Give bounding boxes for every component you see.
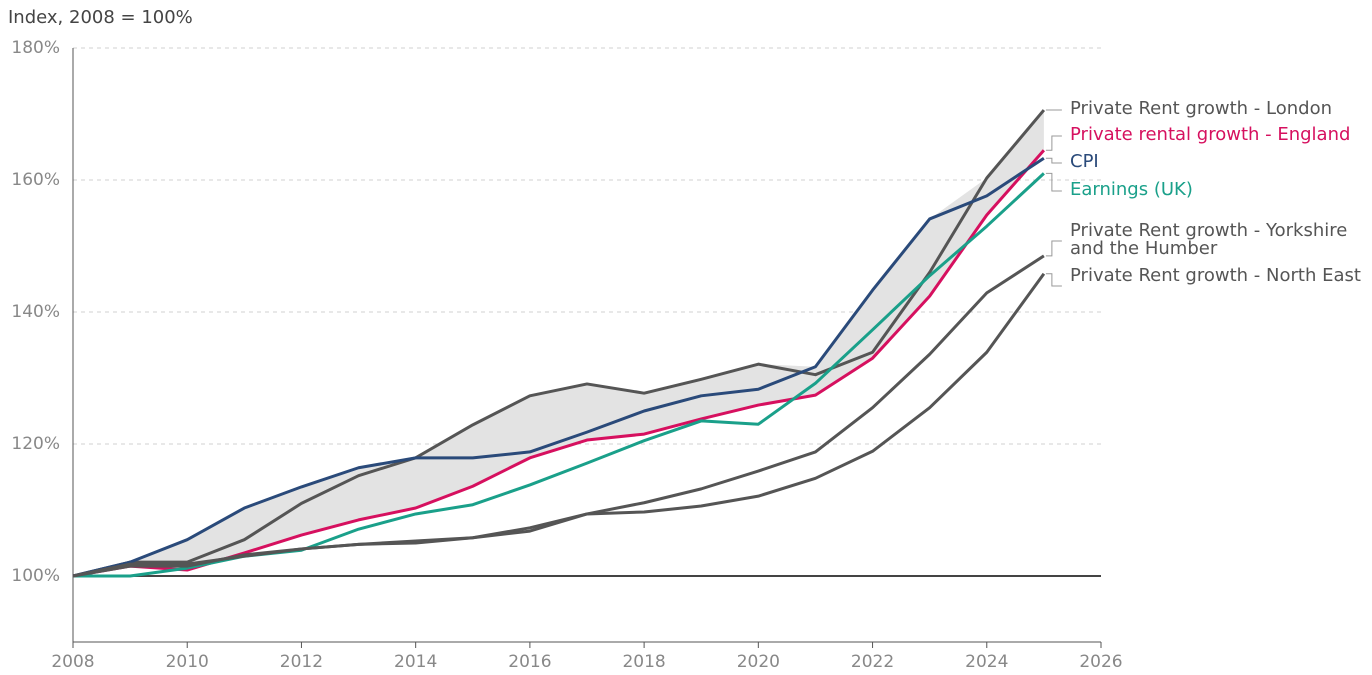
y-tick-label: 120% <box>11 434 60 454</box>
legend-label: CPI <box>1070 151 1099 172</box>
line <box>73 172 1045 578</box>
leader <box>1045 157 1062 164</box>
leader <box>1045 273 1062 287</box>
chart-title: Index, 2008 = 100% <box>8 7 193 28</box>
legend-label: Earnings (UK) <box>1070 179 1193 200</box>
x-tick-label: 2016 <box>508 652 551 672</box>
x-tick-label: 2024 <box>965 652 1008 672</box>
y-tick-label: 100% <box>11 566 60 586</box>
x-tick-label: 2014 <box>394 652 437 672</box>
line <box>72 149 1046 578</box>
x-tick-label: 2010 <box>166 652 209 672</box>
x-tick-label: 2012 <box>280 652 323 672</box>
x-tick-label: 2022 <box>851 652 894 672</box>
line <box>72 109 1046 578</box>
y-tick-label: 180% <box>11 38 60 58</box>
leader <box>1045 135 1062 151</box>
legend-label: Private Rent growth - London <box>1070 98 1332 119</box>
leader <box>1045 172 1062 192</box>
leader <box>1045 240 1062 257</box>
legend-label: Private Rent growth - Yorkshire and the … <box>1070 220 1348 259</box>
x-tick-label: 2020 <box>737 652 780 672</box>
line <box>72 272 1046 578</box>
legend-label: Private rental growth - England <box>1070 124 1351 145</box>
legend-label: Private Rent growth - North East <box>1070 265 1361 286</box>
x-tick-label: 2018 <box>622 652 665 672</box>
band <box>73 110 1044 576</box>
y-tick-label: 140% <box>11 302 60 322</box>
x-tick-label: 2008 <box>51 652 94 672</box>
y-tick-label: 160% <box>11 170 60 190</box>
line <box>72 156 1045 578</box>
x-tick-label: 2026 <box>1079 652 1122 672</box>
